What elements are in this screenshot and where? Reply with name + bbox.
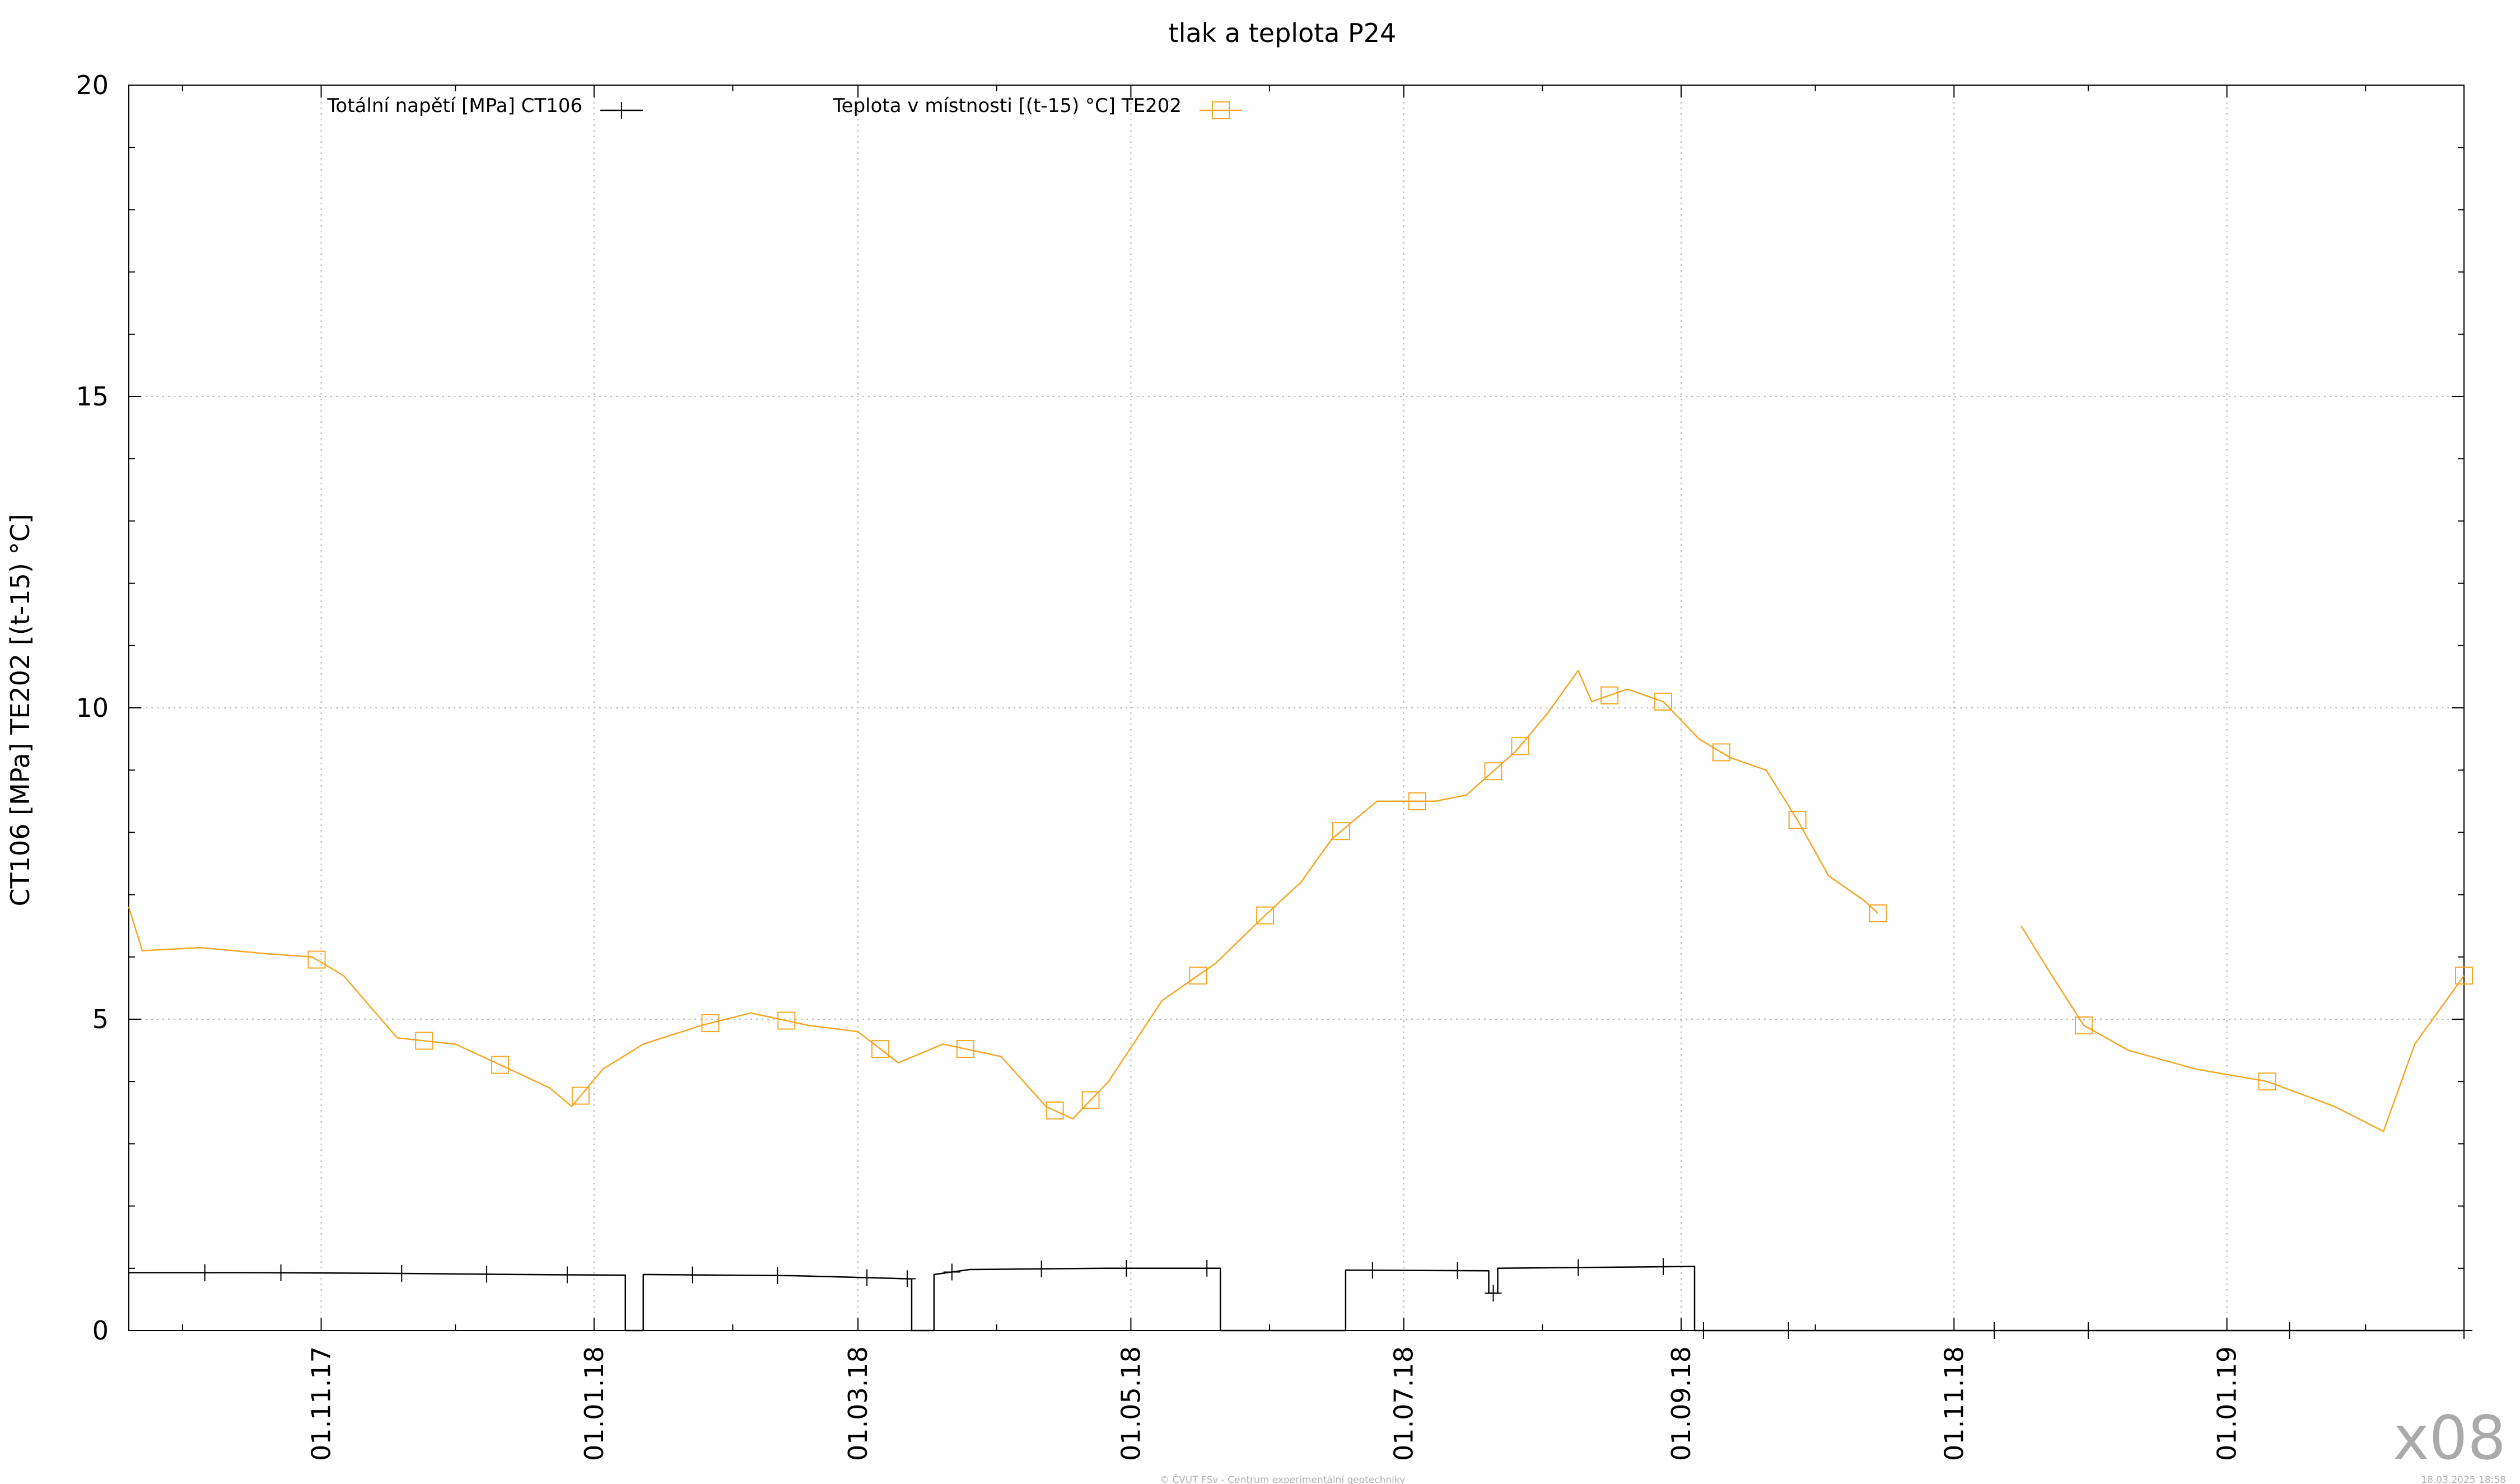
data-point-ct106	[1364, 1262, 1381, 1279]
grid	[129, 85, 2464, 1331]
axes: 0 5 10 15 20 01.11.17 01.01.18 01.03.18 01.05.18…	[76, 70, 2465, 1461]
x-tick-label: 01.09.18	[1666, 1346, 1696, 1461]
data-point-te202	[1712, 743, 1730, 762]
data-point-ct106	[943, 1263, 960, 1281]
data-point-te202	[777, 1011, 796, 1030]
series-line-ct106	[129, 1266, 2464, 1332]
data-point-ct106	[196, 1264, 213, 1281]
y-tick-label: 5	[92, 1004, 109, 1034]
data-point-ct106	[1485, 1285, 1502, 1302]
y-tick-label: 10	[76, 693, 109, 723]
footer-timestamp: 18.03.2025 18:58	[2421, 1474, 2506, 1484]
x-tick-label: 01.05.18	[1116, 1346, 1146, 1461]
y-tick-label: 0	[92, 1315, 109, 1346]
x-tick-label: 01.01.18	[579, 1346, 609, 1461]
data-point-te202	[1484, 762, 1502, 781]
data-point-te202	[491, 1056, 510, 1074]
chart-title: tlak a teplota P24	[1169, 18, 1397, 48]
data-point-te202	[1600, 686, 1619, 704]
x-tick-label: 01.11.17	[306, 1346, 337, 1461]
data-point-ct106	[858, 1269, 876, 1286]
data-point-ct106	[1695, 1322, 1712, 1339]
data-point-ct106	[1780, 1322, 1797, 1339]
data-point-te202	[2074, 1016, 2093, 1035]
data-point-ct106	[2281, 1322, 2298, 1339]
data-point-te202	[701, 1014, 720, 1033]
y-tick-label: 20	[76, 70, 109, 100]
watermark: x08	[2393, 1403, 2506, 1473]
data-point-te202	[956, 1040, 974, 1058]
data-point-te202	[571, 1086, 590, 1105]
data-point-te202	[871, 1040, 890, 1058]
data-point-ct106	[769, 1267, 786, 1284]
data-point-te202	[1869, 904, 1887, 922]
data-point-ct106	[1198, 1259, 1216, 1277]
data-point-te202	[307, 950, 326, 969]
plot-frame	[128, 85, 2465, 1331]
data-point-ct106	[1570, 1259, 1587, 1276]
y-axis-label: CT106 [MPa] TE202 [(t-15) °C]	[5, 514, 35, 907]
series-line-te202	[2020, 925, 2465, 1132]
data-point-te202	[1046, 1102, 1064, 1120]
data-point-ct106	[2456, 1322, 2472, 1339]
data-point-te202	[1081, 1091, 1100, 1109]
data-point-te202	[1189, 967, 1207, 985]
y-tick-label: 15	[76, 381, 109, 412]
x-tick-label: 01.07.18	[1389, 1346, 1419, 1461]
data-point-ct106	[478, 1266, 496, 1283]
data-point-te202	[1408, 792, 1426, 810]
data-point-te202	[1788, 811, 1807, 829]
series-line-te202	[128, 670, 1879, 1120]
data-point-ct106	[1033, 1260, 1050, 1277]
x-tick-label: 01.01.19	[2212, 1346, 2242, 1461]
x-tick-label: 01.11.18	[1939, 1346, 1969, 1461]
data-point-te202	[2455, 967, 2473, 985]
data-point-ct106	[1655, 1258, 1672, 1275]
data-point-ct106	[1986, 1322, 2003, 1339]
data-point-ct106	[558, 1266, 576, 1284]
data-point-te202	[415, 1032, 433, 1050]
series-ct106	[129, 1258, 2472, 1339]
data-point-ct106	[899, 1270, 916, 1287]
legend-marker-ct106	[613, 102, 630, 119]
series-te202	[128, 670, 2473, 1132]
footer-credit: © ČVUT FSv - Centrum experimentální geot…	[1160, 1473, 1405, 1484]
data-point-te202	[1654, 692, 1673, 711]
data-point-te202	[1511, 737, 1529, 755]
data-point-ct106	[684, 1266, 701, 1284]
x-tick-label: 01.03.18	[843, 1346, 873, 1461]
data-point-ct106	[1118, 1259, 1135, 1277]
data-point-te202	[1256, 906, 1275, 925]
data-point-ct106	[1449, 1262, 1466, 1280]
data-point-te202	[2258, 1072, 2276, 1091]
data-point-te202	[1332, 822, 1350, 841]
legend: Totální napětí [MPa] CT106 Teplota v mís…	[326, 95, 1242, 119]
legend-label-ct106: Totální napětí [MPa] CT106	[326, 95, 582, 117]
data-point-ct106	[272, 1264, 290, 1281]
data-point-ct106	[2079, 1322, 2097, 1339]
legend-label-te202: Teplota v místnosti [(t-15) °C] TE202	[833, 95, 1182, 117]
legend-marker-te202	[1212, 101, 1230, 119]
series-layer	[128, 670, 2473, 1339]
data-point-ct106	[393, 1264, 410, 1282]
